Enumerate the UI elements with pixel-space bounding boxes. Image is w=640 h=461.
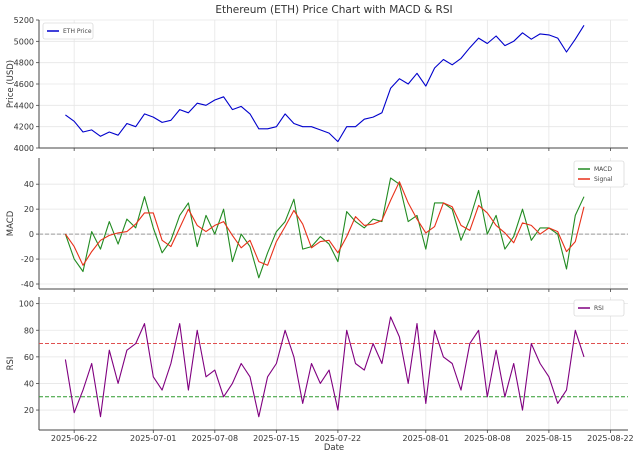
y-tick-label: 20 <box>24 205 34 214</box>
y-tick-label: 20 <box>24 406 34 415</box>
series-line-signal <box>64 181 585 266</box>
series-line-eth-price <box>65 25 585 143</box>
x-tick-label: 2025-07-22 <box>315 434 362 443</box>
legend: RSI <box>573 299 625 317</box>
chart-title: Ethereum (ETH) Price Chart with MACD & R… <box>215 4 452 16</box>
y-axis-label: Price (USD) <box>6 60 16 108</box>
panel-1: 4000 4200 4400 4600 4800 5000 5200 Price (USD) E… <box>6 16 628 153</box>
y-tick-label: -20 <box>21 255 34 264</box>
y-tick-label: 4200 <box>14 123 34 132</box>
y-tick-label: 4600 <box>14 80 34 89</box>
y-tick-label: 40 <box>24 180 34 189</box>
y-tick-label: 4400 <box>14 101 34 110</box>
x-tick-label: 2025-08-01 <box>403 434 450 443</box>
legend-box <box>573 160 625 188</box>
x-tick-label: 2025-08-22 <box>587 434 634 443</box>
legend-box <box>42 22 94 40</box>
y-tick-label: 5200 <box>14 16 34 25</box>
panel-3: 2025-06-22 2025-07-01 2025-07-08 2025-07-15… <box>6 297 634 443</box>
legend-label: ETH Price <box>63 28 92 35</box>
legend-label: RSI <box>594 305 604 312</box>
y-axis-label: MACD <box>6 210 16 236</box>
legend: ETH Price <box>42 22 94 40</box>
y-tick-label: 40 <box>24 379 34 388</box>
legend-box <box>573 299 625 317</box>
x-tick-label: 2025-07-15 <box>253 434 300 443</box>
y-tick-label: 5000 <box>14 37 34 46</box>
x-axis-label: Date <box>324 443 344 453</box>
x-tick-label: 2025-06-22 <box>51 434 98 443</box>
legend-label: Signal <box>594 176 613 183</box>
y-tick-label: 4000 <box>14 144 34 153</box>
panel-2: -40 -20 0 20 40 MACD MACD Signal <box>6 158 628 292</box>
y-axis-label: RSI <box>6 357 16 371</box>
legend-label: MACD <box>594 166 612 173</box>
x-tick-label: 2025-08-15 <box>526 434 573 443</box>
y-tick-label: 4800 <box>14 59 34 68</box>
series-line-rsi <box>64 316 585 418</box>
y-tick-label: 60 <box>24 353 34 362</box>
series-line-macd <box>64 177 585 279</box>
x-tick-label: 2025-07-08 <box>192 434 239 443</box>
x-tick-label: 2025-08-08 <box>464 434 511 443</box>
y-tick-label: 80 <box>24 326 34 335</box>
y-tick-label: -40 <box>21 280 34 289</box>
y-tick-label: 0 <box>29 230 34 239</box>
x-tick-label: 2025-07-01 <box>130 434 177 443</box>
y-tick-label: 100 <box>19 300 34 309</box>
legend: MACD Signal <box>573 160 625 188</box>
